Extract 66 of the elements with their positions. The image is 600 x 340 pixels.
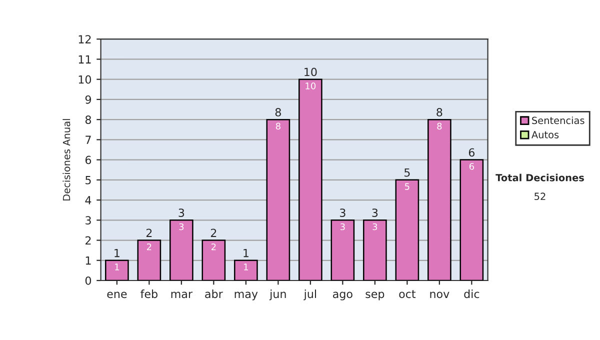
x-tick-label: sep — [366, 292, 384, 300]
total-label: 6 — [468, 148, 475, 157]
bar — [298, 78, 322, 280]
total-label: 3 — [340, 208, 346, 217]
bar — [234, 260, 258, 280]
y-tick-label: 5 — [86, 176, 91, 184]
x-tick-label: jun — [269, 290, 286, 300]
data-label: 10 — [306, 82, 316, 90]
total-label: 5 — [404, 168, 410, 177]
bar — [330, 220, 355, 280]
x-tick-label: may — [234, 292, 258, 300]
total-label: 10 — [304, 68, 317, 76]
text: 52 — [534, 192, 546, 200]
y-tick-label: 3 — [86, 216, 91, 225]
total-label: 8 — [436, 108, 442, 116]
y-tick-label: 1 — [86, 256, 91, 265]
data-label: 1 — [244, 264, 248, 270]
total-label: 1 — [244, 248, 248, 258]
y-tick-label: 7 — [86, 136, 91, 144]
y-tick-label: 11 — [78, 55, 91, 64]
data-label: 1 — [115, 264, 119, 270]
total-label: 2 — [210, 228, 216, 237]
y-tick-label: 0 — [85, 276, 92, 285]
x-tick-label: mar — [171, 292, 193, 298]
bar — [266, 118, 290, 280]
y-tick-label: 9 — [85, 95, 91, 104]
y-tick-label: 12 — [78, 35, 91, 44]
y-tick-label: 8 — [85, 116, 92, 124]
bar — [363, 220, 387, 280]
y-tick-label: 10 — [78, 75, 92, 84]
bar — [202, 240, 226, 280]
text: Total Decisiones — [496, 174, 584, 182]
data-label: 6 — [469, 162, 474, 170]
total-label: 3 — [372, 208, 378, 217]
bar — [460, 159, 484, 280]
bar — [105, 260, 129, 280]
total-label: 8 — [275, 108, 281, 116]
y-tick-label: 6 — [85, 156, 92, 164]
data-label: 8 — [276, 122, 280, 130]
x-tick-label: dic — [464, 290, 480, 298]
data-label: 3 — [179, 223, 184, 230]
x-tick-label: feb — [140, 290, 158, 298]
bar — [137, 240, 162, 280]
total-label: 3 — [178, 208, 184, 217]
y-tick-label: 4 — [85, 196, 92, 204]
y-tick-label: 2 — [86, 236, 91, 244]
data-label: 2 — [211, 243, 216, 250]
data-label: 2 — [146, 243, 152, 250]
bar — [170, 220, 194, 280]
x-tick-label: abr — [205, 290, 223, 298]
x-tick-label: nov — [430, 292, 450, 298]
x-tick-label: ene — [107, 292, 127, 298]
total-label: 1 — [114, 248, 120, 258]
y-axis-title: Decisiones Anual — [62, 119, 70, 200]
legend-label: Autos — [532, 131, 559, 138]
x-tick-label: ago — [333, 292, 352, 300]
bar — [428, 118, 452, 280]
data-label: 8 — [437, 122, 442, 130]
x-tick-label: oct — [399, 290, 416, 298]
x-tick-label: jul — [304, 290, 316, 300]
total-label: 2 — [146, 228, 152, 237]
data-label: 3 — [340, 223, 345, 230]
legend-label: Sentencias — [532, 116, 584, 124]
data-label: 3 — [372, 223, 378, 230]
bar — [395, 179, 420, 280]
data-label: 5 — [405, 183, 410, 190]
